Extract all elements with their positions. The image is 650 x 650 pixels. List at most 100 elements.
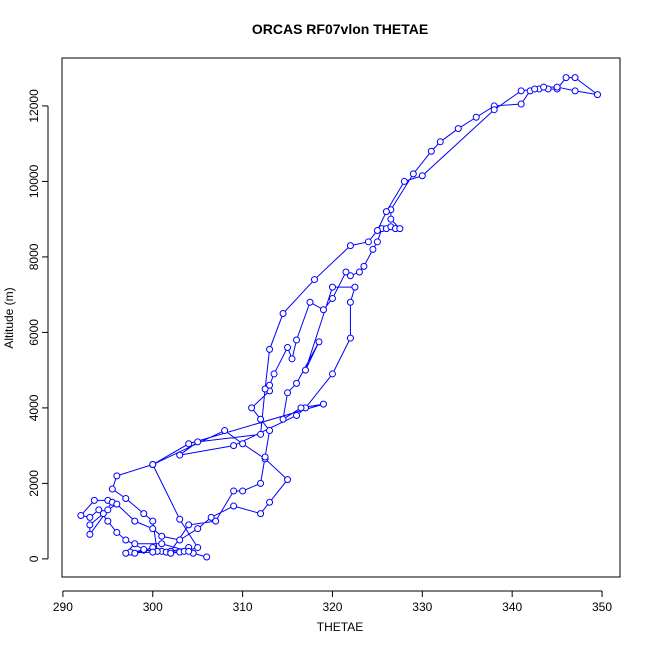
point — [108, 485, 116, 493]
y-tick-label: 12000 — [27, 89, 41, 123]
point — [427, 147, 435, 155]
point — [257, 430, 265, 438]
point — [364, 238, 372, 246]
point — [239, 440, 247, 448]
point — [346, 334, 354, 342]
point — [131, 517, 139, 525]
point — [297, 404, 305, 412]
y-tick-label: 2000 — [27, 470, 41, 497]
point — [149, 525, 157, 533]
point — [140, 545, 148, 553]
point — [203, 553, 211, 561]
point — [319, 306, 327, 314]
point — [104, 506, 112, 514]
point — [284, 476, 292, 484]
point — [310, 276, 318, 284]
y-tick-label: 10000 — [27, 164, 41, 198]
point — [158, 540, 166, 548]
point — [185, 440, 193, 448]
point — [396, 225, 404, 233]
point — [266, 427, 274, 435]
point — [490, 106, 498, 114]
point — [104, 517, 112, 525]
point — [293, 411, 301, 419]
point — [194, 525, 202, 533]
chart-title: ORCAS RF07vlon THETAE — [252, 21, 428, 37]
point — [302, 366, 310, 374]
point — [306, 298, 314, 306]
point — [131, 540, 139, 548]
point — [418, 172, 426, 180]
point — [328, 370, 336, 378]
point — [288, 355, 296, 363]
point — [113, 472, 121, 480]
y-tick-label: 8000 — [27, 243, 41, 270]
x-axis-label: THETAE — [317, 620, 363, 634]
point — [95, 506, 103, 514]
x-tick-label: 310 — [233, 600, 253, 614]
point — [194, 544, 202, 552]
point — [207, 513, 215, 521]
point — [266, 345, 274, 353]
point — [540, 83, 548, 91]
point — [167, 549, 175, 557]
y-tick-label: 0 — [27, 555, 41, 562]
point — [176, 536, 184, 544]
point — [346, 242, 354, 250]
point — [149, 548, 157, 556]
point — [284, 389, 292, 397]
y-tick-label: 4000 — [27, 394, 41, 421]
point — [270, 370, 278, 378]
point — [86, 513, 94, 521]
point — [531, 85, 539, 93]
point — [261, 385, 269, 393]
point — [346, 272, 354, 280]
point — [257, 479, 265, 487]
y-tick-label: 6000 — [27, 319, 41, 346]
point — [284, 344, 292, 352]
point — [382, 208, 390, 216]
point — [257, 510, 265, 518]
point — [149, 461, 157, 469]
point — [86, 521, 94, 529]
point — [351, 283, 359, 291]
point — [373, 226, 381, 234]
point — [319, 400, 327, 408]
point — [387, 215, 395, 223]
point — [266, 498, 274, 506]
point — [400, 177, 408, 185]
point — [517, 87, 525, 95]
point — [140, 510, 148, 518]
y-axis-label: Altitude (m) — [2, 287, 16, 348]
point — [409, 170, 417, 178]
point — [315, 338, 323, 346]
point — [266, 381, 274, 389]
point — [328, 294, 336, 302]
point — [517, 100, 525, 108]
point — [369, 245, 377, 253]
point — [230, 487, 238, 495]
point — [185, 521, 193, 529]
point — [212, 517, 220, 525]
point — [571, 74, 579, 82]
x-tick-label: 340 — [502, 600, 522, 614]
point — [342, 268, 350, 276]
point — [355, 268, 363, 276]
point — [261, 453, 269, 461]
plot-box — [61, 57, 621, 578]
x-tick-label: 290 — [53, 600, 73, 614]
trace-line — [79, 77, 598, 558]
point — [594, 91, 602, 99]
point — [176, 515, 184, 523]
point — [149, 517, 157, 525]
point — [99, 510, 107, 518]
point — [293, 379, 301, 387]
point — [562, 74, 570, 82]
point — [293, 336, 301, 344]
point — [185, 547, 193, 555]
point — [472, 113, 480, 121]
x-tick-label: 350 — [592, 600, 612, 614]
point — [373, 238, 381, 246]
x-tick-label: 320 — [322, 600, 342, 614]
